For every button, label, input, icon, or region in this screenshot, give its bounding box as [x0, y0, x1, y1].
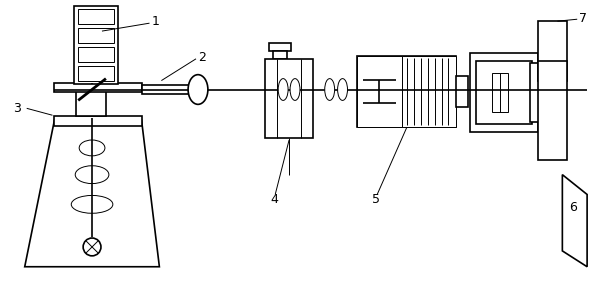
- Bar: [78, 9, 114, 24]
- Bar: [265, 59, 313, 138]
- Ellipse shape: [75, 166, 109, 183]
- Text: 1: 1: [152, 15, 159, 28]
- Bar: [273, 51, 287, 59]
- Text: 2: 2: [198, 51, 206, 64]
- Bar: [78, 47, 114, 62]
- Bar: [476, 61, 532, 124]
- Bar: [402, 56, 456, 127]
- Polygon shape: [562, 175, 587, 267]
- Ellipse shape: [71, 196, 113, 213]
- Bar: [54, 83, 142, 92]
- Text: 3: 3: [13, 102, 21, 115]
- Bar: [270, 43, 291, 51]
- Bar: [54, 116, 142, 126]
- Bar: [492, 73, 508, 112]
- Ellipse shape: [79, 140, 105, 156]
- Bar: [142, 85, 201, 94]
- Bar: [538, 61, 567, 160]
- Ellipse shape: [290, 79, 300, 100]
- Bar: [358, 56, 402, 127]
- Bar: [470, 53, 538, 132]
- Text: 7: 7: [579, 12, 587, 25]
- Bar: [456, 76, 468, 107]
- Ellipse shape: [325, 79, 334, 100]
- Ellipse shape: [278, 79, 288, 100]
- Polygon shape: [25, 120, 159, 267]
- Bar: [78, 28, 114, 43]
- Bar: [538, 21, 567, 81]
- Ellipse shape: [337, 79, 347, 100]
- Bar: [530, 63, 540, 122]
- Bar: [78, 66, 114, 81]
- Bar: [76, 90, 106, 116]
- Bar: [74, 6, 118, 83]
- Text: 4: 4: [270, 193, 278, 206]
- Text: 6: 6: [569, 201, 577, 214]
- Circle shape: [83, 238, 101, 256]
- Text: 5: 5: [372, 193, 380, 206]
- Bar: [358, 56, 456, 127]
- Ellipse shape: [188, 75, 208, 104]
